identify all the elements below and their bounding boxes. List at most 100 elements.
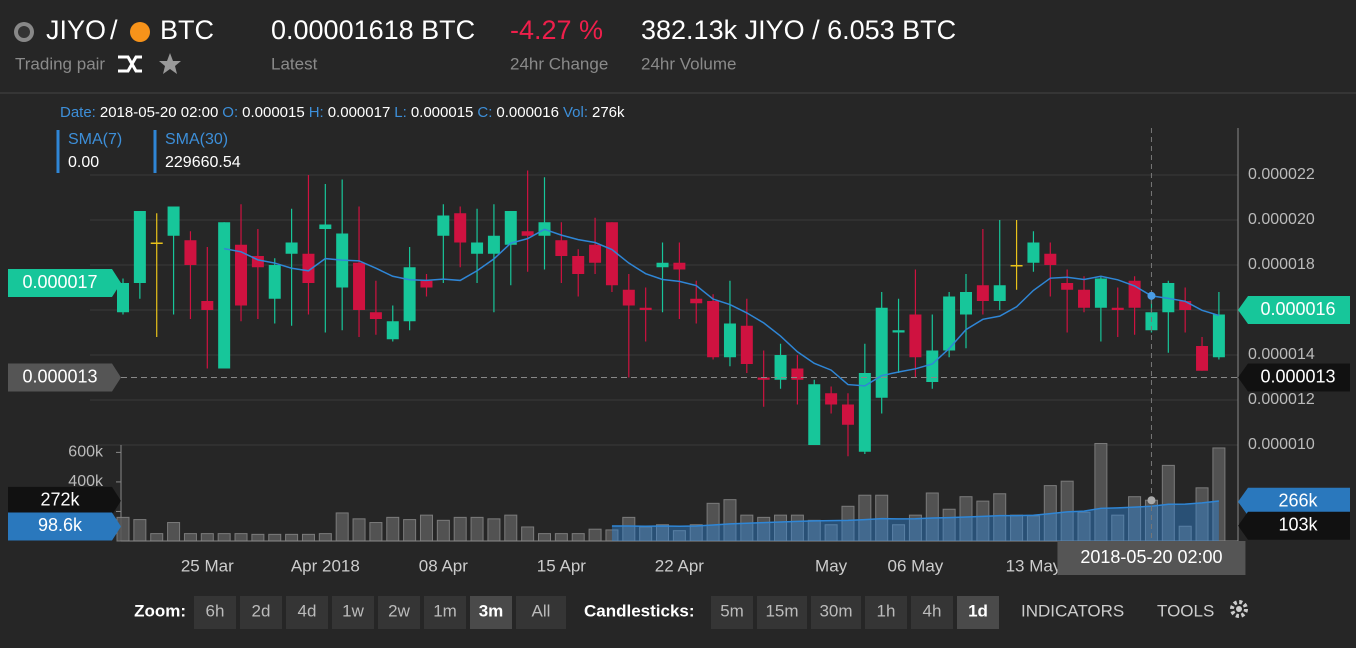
y-tick-label: 0.000014 bbox=[1248, 346, 1315, 363]
volume-bar bbox=[335, 512, 349, 542]
volume-bar bbox=[268, 533, 282, 542]
candle-body bbox=[268, 265, 281, 299]
candle-body bbox=[1078, 289, 1091, 308]
x-tick-label: 22 Apr bbox=[655, 556, 704, 575]
volume-label: 24hr Volume bbox=[641, 54, 736, 73]
toolbar-button[interactable] bbox=[424, 596, 466, 629]
swap-icon[interactable] bbox=[118, 55, 142, 73]
candle-body bbox=[926, 350, 939, 382]
toolbar-button[interactable] bbox=[470, 596, 512, 629]
toolbar-button-label[interactable]: 2d bbox=[252, 601, 271, 620]
value-tag-label: 98.6k bbox=[38, 515, 83, 535]
toolbar-button[interactable] bbox=[865, 596, 907, 629]
info-value: 0.000015 bbox=[411, 104, 474, 121]
x-tick-label: May bbox=[815, 556, 848, 575]
toolbar-button-label[interactable]: 4h bbox=[923, 601, 942, 620]
legend-name: SMA(7) bbox=[68, 131, 122, 148]
toolbar-button-label[interactable]: All bbox=[532, 601, 551, 620]
info-value: 2018-05-20 02:00 bbox=[100, 104, 218, 121]
toolbar-button[interactable] bbox=[911, 596, 953, 629]
toolbar-button-label[interactable]: 5m bbox=[720, 601, 744, 620]
candle-body bbox=[757, 377, 770, 380]
toolbar-button[interactable] bbox=[957, 596, 999, 629]
toolbar-button[interactable] bbox=[378, 596, 420, 629]
toolbar-button-label[interactable]: 4d bbox=[298, 601, 317, 620]
tools-button[interactable]: TOOLS bbox=[1157, 601, 1214, 620]
swap-path[interactable] bbox=[118, 55, 142, 73]
volume-bar bbox=[419, 514, 433, 542]
toolbar-button[interactable] bbox=[757, 596, 807, 629]
candle-body bbox=[723, 323, 736, 358]
legend-value: 0.00 bbox=[68, 154, 99, 171]
volume-bar bbox=[285, 533, 299, 542]
candle-body bbox=[218, 222, 231, 369]
indicators-button[interactable]: INDICATORS bbox=[1021, 601, 1124, 620]
toolbar-button[interactable] bbox=[286, 596, 328, 629]
candle-body bbox=[841, 404, 854, 425]
toolbar-button[interactable] bbox=[811, 596, 861, 629]
toolbar-button-label[interactable]: 3m bbox=[479, 601, 504, 620]
settings-gear[interactable] bbox=[1230, 600, 1248, 618]
toolbar-button-label[interactable]: 1w bbox=[342, 601, 364, 620]
favorite-star[interactable] bbox=[159, 53, 181, 74]
value-tag bbox=[1238, 296, 1350, 324]
volume-bar bbox=[925, 492, 939, 542]
candle-body bbox=[403, 267, 416, 322]
volume-bar bbox=[234, 533, 248, 542]
x-tick-label: 08 Apr bbox=[419, 556, 468, 575]
candle-body bbox=[150, 242, 163, 244]
volume-bar bbox=[183, 533, 197, 542]
volume-bar bbox=[403, 519, 417, 542]
last-price: 0.00001618 BTC bbox=[271, 15, 475, 45]
volume-bar bbox=[588, 528, 602, 542]
toolbar-button-label[interactable]: 6h bbox=[206, 601, 225, 620]
candle-body bbox=[960, 292, 972, 315]
volume-bar bbox=[605, 529, 619, 542]
volume-bar bbox=[858, 494, 872, 542]
candle-body bbox=[808, 384, 821, 445]
volume-bar bbox=[352, 518, 366, 542]
volume-bar bbox=[453, 516, 467, 542]
volume-bar bbox=[976, 500, 990, 542]
x-tick-label: 06 May bbox=[888, 556, 944, 575]
toolbar-button-label[interactable]: 1h bbox=[877, 601, 896, 620]
volume-bar bbox=[487, 518, 501, 542]
volume-bar bbox=[622, 516, 636, 542]
volume-bar bbox=[689, 524, 703, 542]
volume-value: 382.13k JIYO / 6.053 BTC bbox=[641, 15, 956, 45]
volume-tick-label: 600k bbox=[68, 444, 104, 461]
value-tag-label: 266k bbox=[1278, 490, 1318, 510]
candle-body bbox=[707, 301, 720, 358]
volume-bar bbox=[386, 516, 400, 542]
toolbar-button-label[interactable]: 1d bbox=[968, 601, 988, 620]
ohlc-info: Date: 2018-05-20 02:00 O: 0.000015 H: 0.00001… bbox=[60, 104, 625, 121]
candle-body bbox=[892, 330, 905, 333]
candle-body bbox=[976, 285, 989, 301]
candle-body bbox=[589, 244, 602, 263]
y-tick-label: 0.000020 bbox=[1248, 211, 1315, 228]
volume-bar bbox=[723, 499, 737, 542]
settings-gear-hub[interactable] bbox=[1236, 606, 1242, 612]
quote-symbol: BTC bbox=[160, 15, 214, 45]
toolbar-button[interactable] bbox=[332, 596, 374, 629]
header: JIYO / BTC Trading pair 0.00001618 BTC L… bbox=[0, 15, 1356, 94]
toolbar-button-label[interactable]: 30m bbox=[819, 601, 852, 620]
toolbar-button-label[interactable]: 1m bbox=[433, 601, 457, 620]
volume-bar bbox=[470, 516, 484, 542]
toolbar-button[interactable] bbox=[240, 596, 282, 629]
toolbar-button-label[interactable]: 2w bbox=[388, 601, 410, 620]
candle-body bbox=[1196, 346, 1209, 371]
toolbar-button[interactable] bbox=[194, 596, 236, 629]
value-tag-label: 0.000013 bbox=[1260, 366, 1335, 386]
value-tag bbox=[1238, 511, 1350, 540]
toolbar-button[interactable] bbox=[711, 596, 753, 629]
volume-bar bbox=[150, 533, 164, 542]
toolbar-button-label[interactable]: 15m bbox=[765, 601, 798, 620]
candle-body bbox=[319, 224, 332, 229]
crosshair-dot bbox=[1147, 291, 1156, 300]
toolbar-button[interactable] bbox=[516, 596, 566, 629]
candle-body bbox=[302, 253, 315, 283]
volume-bar bbox=[571, 533, 585, 542]
